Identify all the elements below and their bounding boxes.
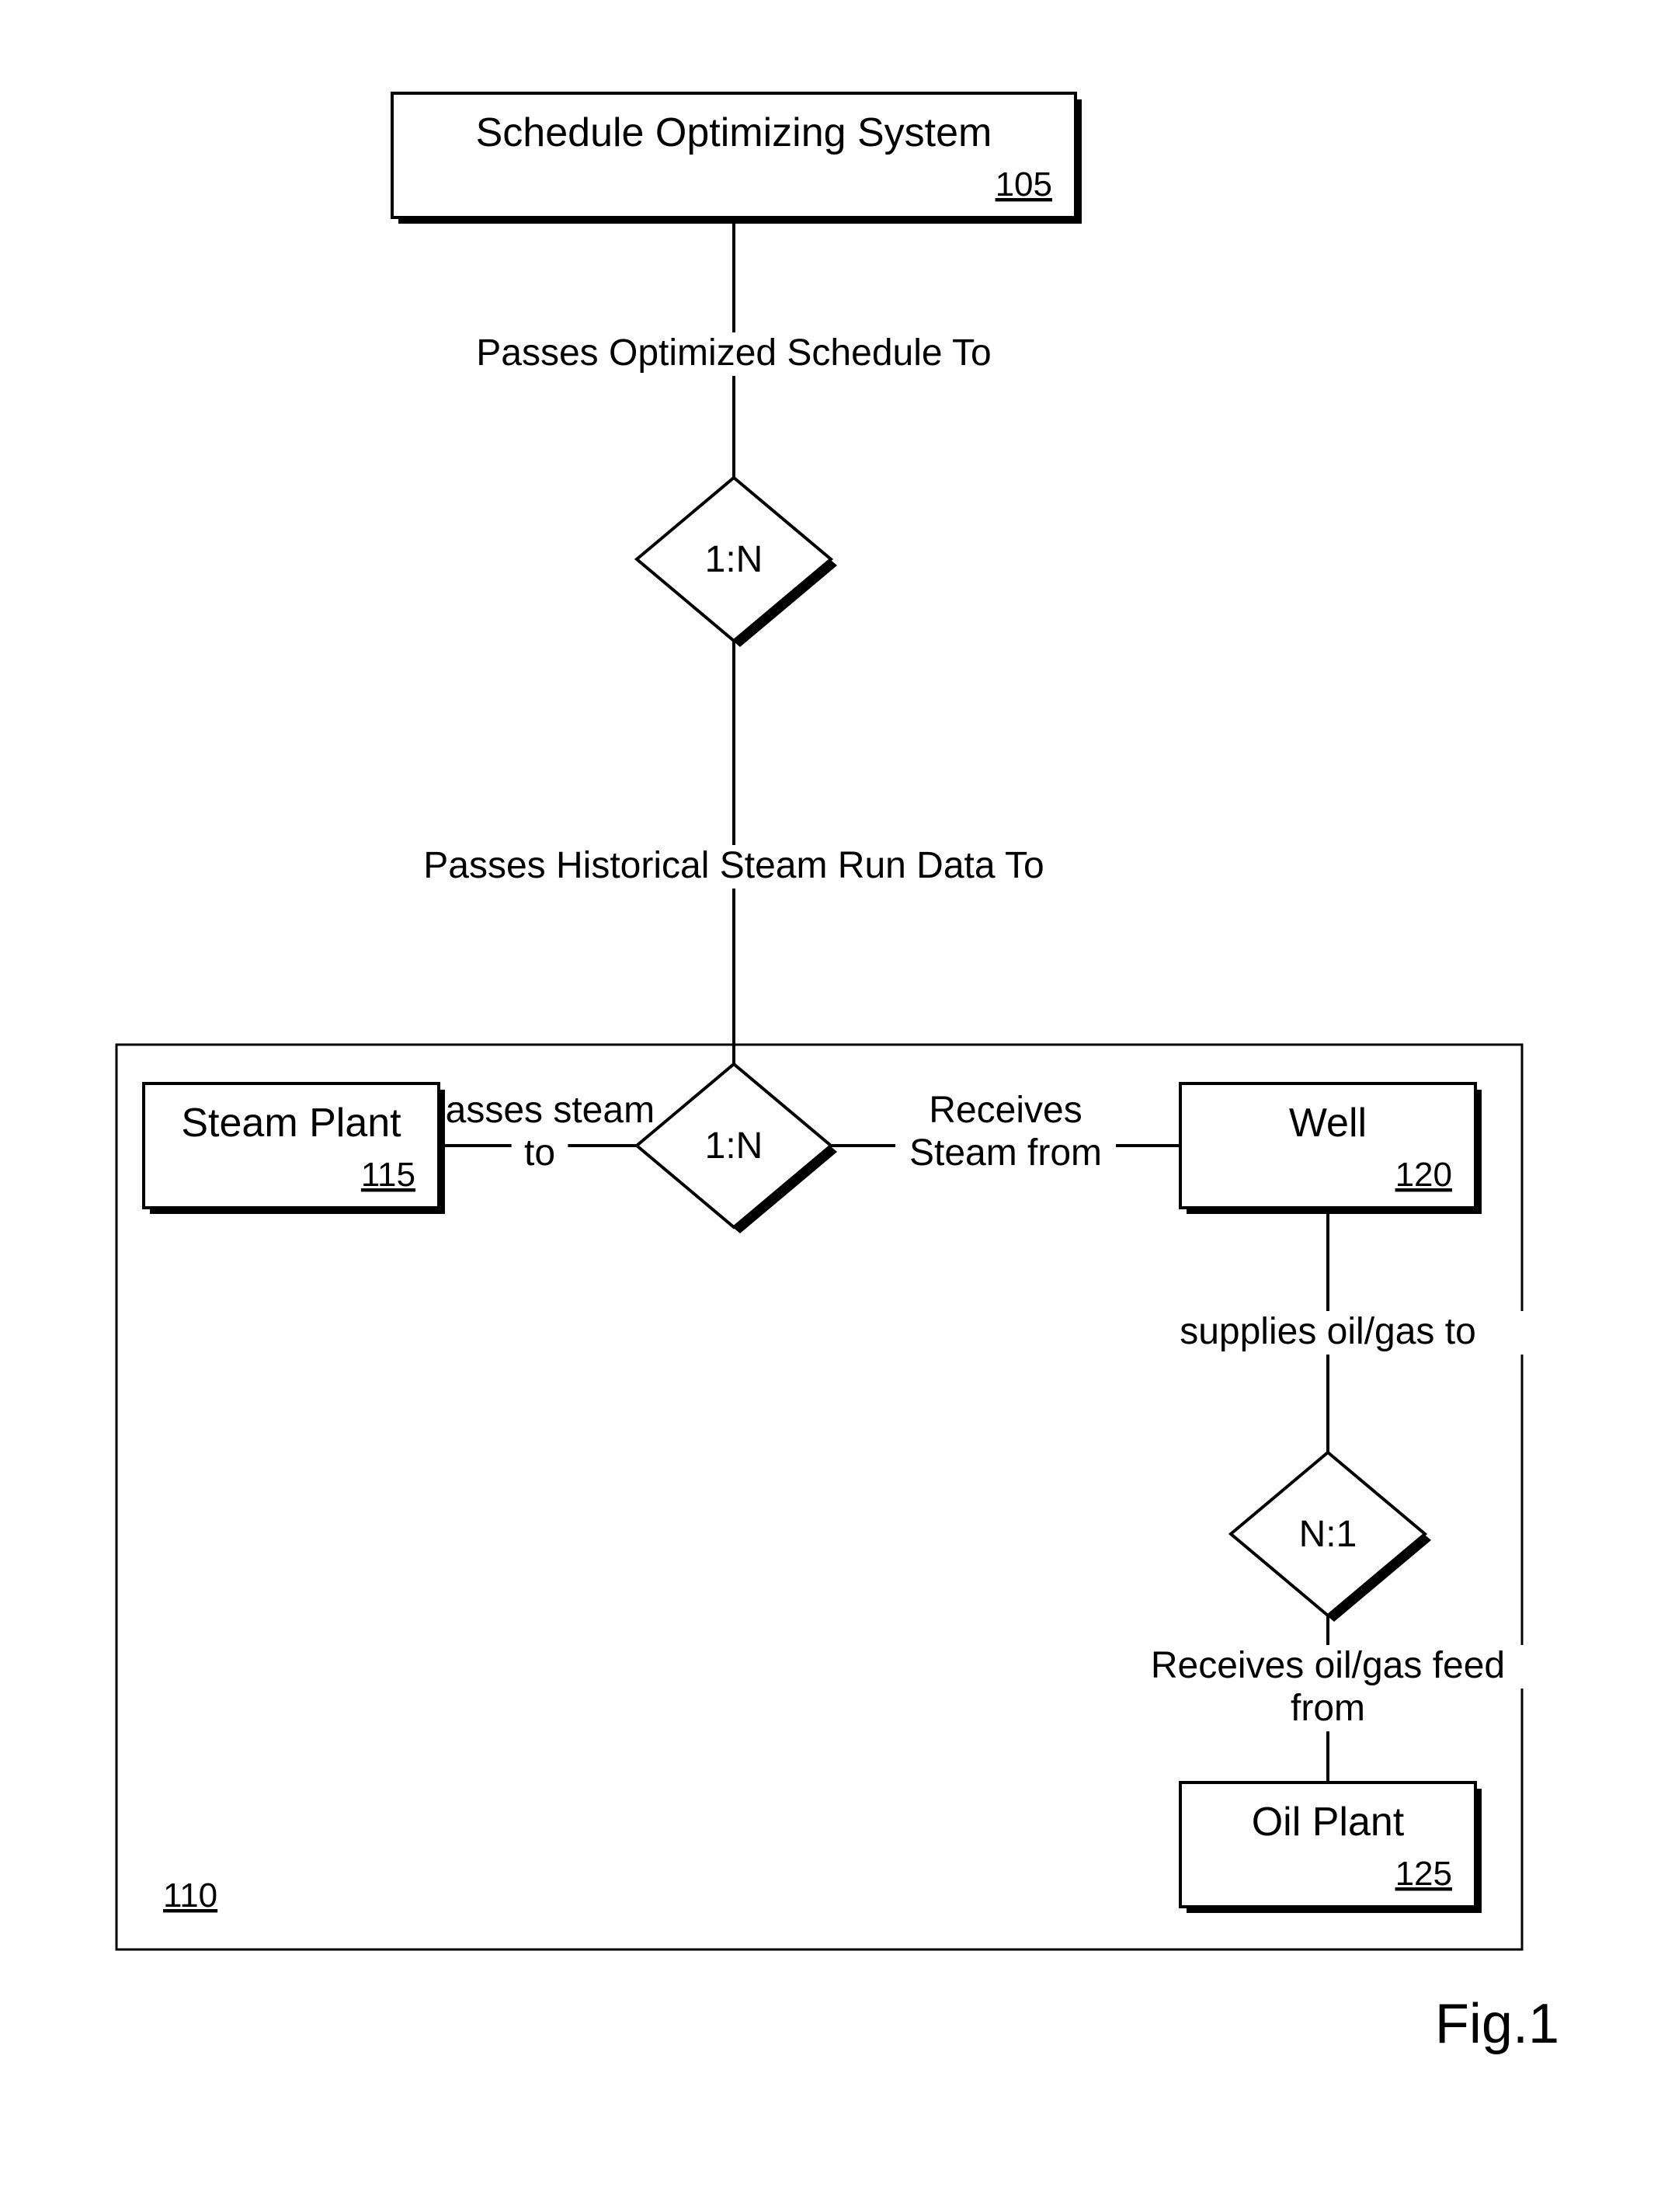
well-box-title: Well <box>1289 1101 1367 1146</box>
well-box-ref: 120 <box>1395 1156 1452 1194</box>
edge-5-label-1: from <box>1291 1688 1365 1729</box>
edge-1-label-0: Passes Historical Steam Run Data To <box>423 845 1044 886</box>
sos-box-ref: 105 <box>996 165 1052 203</box>
steam-plant-box-ref: 115 <box>361 1156 415 1194</box>
oil-plant-box-ref: 125 <box>1395 1855 1452 1893</box>
edge-3-label-1: Steam from <box>909 1132 1102 1174</box>
edge-3-label-0: Receives <box>929 1090 1082 1131</box>
edge-0-label-0: Passes Optimized Schedule To <box>476 332 991 374</box>
steam-plant-box-title: Steam Plant <box>181 1101 401 1146</box>
edge-2-label-0: passes steam <box>425 1090 655 1131</box>
relation-diamond-3-label: N:1 <box>1299 1514 1357 1555</box>
relation-diamond-1-label: 1:N <box>705 539 763 580</box>
edge-4-label-0: supplies oil/gas to <box>1180 1311 1476 1352</box>
figure-label: Fig.1 <box>1435 1993 1559 2055</box>
field-container-ref: 110 <box>163 1876 217 1915</box>
edge-2-label-1: to <box>524 1132 555 1174</box>
edge-5-label-0: Receives oil/gas feed <box>1151 1645 1505 1686</box>
relation-diamond-2-label: 1:N <box>705 1125 763 1167</box>
oil-plant-box-title: Oil Plant <box>1252 1800 1405 1845</box>
sos-box-title: Schedule Optimizing System <box>476 110 992 155</box>
